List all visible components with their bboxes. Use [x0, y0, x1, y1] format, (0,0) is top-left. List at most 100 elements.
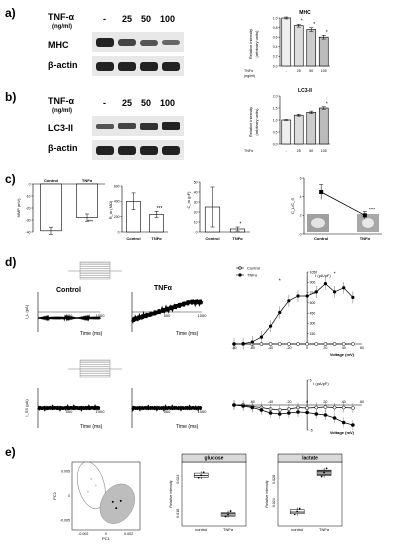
c-rm-ytick-label-2: 400	[114, 200, 120, 204]
band-label-actin-b: β-actin	[48, 143, 78, 153]
b-ylabel-2: (arbitrary units)	[254, 108, 259, 136]
d-ivbot-point-1-8	[305, 410, 309, 415]
a-mhc-bar-0	[281, 17, 292, 67]
c-cm-ytick-label-2: 20	[194, 210, 198, 214]
e-lactate-point-0-1	[296, 510, 299, 513]
c-rm-cat-label-0: Control	[126, 236, 140, 241]
d-ivtop-xlabel: Voltage (mV)	[330, 352, 355, 357]
e-glucose-ylabel: Relative intensity	[169, 480, 173, 507]
c-cm-ytick-label-3: 30	[194, 200, 198, 204]
c-rm-ytick-label-3: 600	[114, 184, 120, 188]
dose-b-3: 100	[160, 98, 176, 108]
c-mmp-ytick-label-2: -20	[26, 206, 31, 210]
c-mmp-ytick-label-3: -30	[26, 218, 31, 222]
c-ratio-point-1	[362, 213, 367, 218]
dose-b-2: 50	[141, 98, 152, 108]
c-rm-ylabel: R_m (MΩ)	[108, 200, 113, 219]
e-glucose-point-0-1	[200, 474, 203, 477]
d-trace-ctrl-bot-xtick-label-0: 500	[66, 409, 73, 414]
e-lactate-title-bar	[277, 453, 343, 463]
e-pca-ellipse-control	[76, 461, 106, 510]
dose-b-0: -	[103, 98, 106, 108]
a-mhc-sig-2: *	[313, 22, 315, 28]
c-ratio-sig: ****	[369, 207, 376, 212]
tnf-header-a: TNF-α	[48, 12, 75, 22]
a-mhc-bar-2	[306, 29, 317, 67]
d-ivbot-ytick-label-0: 5	[310, 378, 312, 382]
trace-time-label-2: Time (ms)	[176, 331, 199, 337]
d-ivbot-ytick-label-2: -5	[310, 428, 313, 432]
a-mhc-sig-3: *	[326, 30, 328, 36]
c-mmp-bar-1	[76, 183, 98, 218]
blot-image-b	[92, 116, 184, 160]
d-ivtop-point-1-10	[323, 282, 328, 286]
d-ivtop-point-1-11	[332, 290, 337, 294]
d-il-ylabel: I_L (pA)	[24, 304, 29, 319]
d-ivbot-xlabel: Voltage (mV)	[330, 430, 355, 435]
trace-time-label-1: Time (ms)	[80, 331, 103, 337]
d-ivbot-xtick-label-1: -40	[268, 400, 273, 404]
b-lc3-ytick-label-3: 1.5	[273, 106, 278, 110]
e-pca-point-0-0	[90, 478, 93, 480]
c-cm-ytick-label-4: 40	[194, 190, 198, 194]
d-ivbot-point-1-7	[296, 410, 300, 414]
e-lactate-frame	[277, 461, 343, 527]
b-lc3-bar-2	[306, 112, 317, 145]
e-glucose-title: glucose	[205, 456, 224, 462]
d-trace-tnf-top-trace	[131, 298, 204, 324]
e-glucose-point-1-1	[227, 513, 229, 516]
e-glucose-cat-label-1: TNFα	[223, 527, 234, 532]
b-lc3-ytick-label-0: 0.0	[273, 142, 278, 146]
a-mhc-cat-label-3: 100	[321, 69, 327, 73]
d-ivbot-point-1-5	[277, 412, 282, 416]
d-protocol-bot-frame	[79, 359, 111, 378]
panel-label-e: e)	[5, 445, 16, 459]
c-cm-ytick-label-5: 50	[194, 180, 198, 184]
d-ivtop-ytick-label-7: 1050	[310, 270, 318, 274]
d-ivbot-point-1-2	[250, 405, 255, 410]
e-lactate-ylabel: Relative intensity	[265, 480, 269, 507]
a-mhc-ytick-label-0: 0.0	[273, 64, 278, 68]
b-lc3-cat-label-0: -	[286, 149, 288, 153]
a-mhc-title: MHC	[299, 10, 311, 16]
d-trace-ctrl-top-xtick-label-0: 500	[66, 313, 73, 318]
e-pca-point-0-2	[86, 490, 89, 493]
a-mhc-sig-1: *	[301, 19, 303, 25]
d-ivtop-point-0-10	[323, 342, 328, 346]
b-lc3-sig-3: *	[326, 101, 328, 107]
dose-a-3: 100	[160, 14, 176, 24]
e-lactate-point-0-0	[293, 513, 296, 516]
d-trace-tnf-bot-xtick-label-0: 500	[164, 409, 171, 414]
e-lactate-point-1-1	[323, 471, 325, 474]
d-iss-ylabel: I_SS (pA)	[24, 399, 29, 417]
a-xlabel-tnf: TNFα	[244, 69, 253, 73]
d-ivtop-point-0-6	[287, 342, 291, 346]
d-ivtop-point-1-0	[232, 342, 236, 346]
d-ivbot-point-1-4	[268, 411, 273, 415]
d-ivbot-point-0-9	[314, 405, 319, 410]
d-ivtop-point-0-5	[277, 342, 282, 346]
a-mhc-cat-label-2: 50	[309, 69, 313, 73]
d-ivtop-ytick-label-5: 750	[310, 291, 316, 295]
c-cm-cat-label-1: TNFα	[232, 236, 243, 241]
e-glucose-title-bar	[181, 453, 247, 463]
d-ivtop-point-1-2	[250, 340, 254, 344]
c-rm-ytick-label-0: 0	[118, 230, 120, 234]
d-ivbot-xtick-label-5: 40	[342, 400, 346, 404]
d-trace-ctrl-top-xtick-label-1: 1000	[96, 313, 106, 318]
d-ivtop-xtick-label-6: 40	[342, 346, 346, 350]
e-pca-ytick-label-0: 0.005	[61, 470, 70, 474]
d-ivbot-ylabel: I (pA/pF)	[313, 381, 329, 386]
d-ivbot-point-1-6	[287, 411, 291, 415]
c-ratio-image-control-cell	[311, 218, 325, 228]
dose-a-1: 25	[122, 14, 133, 24]
trace-time-label-4: Time (ms)	[176, 424, 199, 430]
d-ivtop-ytick-label-2: 300	[310, 322, 316, 326]
b-lc3-bar-3	[318, 107, 329, 145]
trace-control-label: Control	[56, 287, 81, 294]
e-lactate-point-1-2	[325, 467, 328, 470]
d-ivbot-point-0-13	[351, 406, 355, 410]
e-pca-ylabel: PC2	[52, 491, 57, 500]
d-ivtop-ytick-label-1: 150	[310, 332, 316, 336]
c-rm-ytick-label-1: 200	[114, 215, 120, 219]
